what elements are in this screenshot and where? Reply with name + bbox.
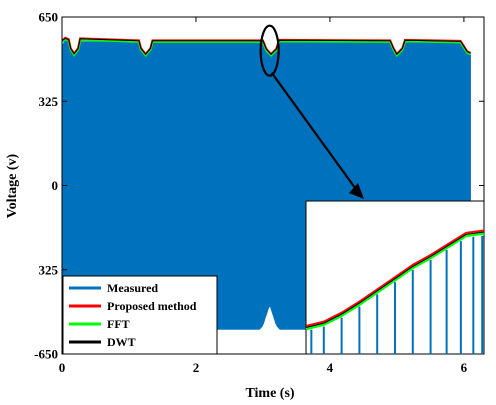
- y-tick-label: 325: [39, 262, 59, 277]
- legend-label: Proposed method: [107, 299, 197, 313]
- legend-label: FFT: [107, 317, 130, 331]
- zoom-arrow-head: [349, 183, 364, 199]
- legend-label: DWT: [107, 335, 136, 349]
- y-tick-label: -650: [34, 347, 58, 362]
- y-axis-label: Voltage (v): [5, 153, 20, 218]
- x-axis-label: Time (s): [245, 386, 294, 401]
- x-tick-label: 2: [193, 360, 200, 375]
- legend-label: Measured: [107, 281, 158, 295]
- zoom-arrow-line: [270, 72, 359, 193]
- x-tick-label: 0: [59, 360, 66, 375]
- y-tick-label: 325: [39, 94, 59, 109]
- dwt-series: [62, 37, 471, 56]
- zoom-region-marker: [259, 24, 280, 77]
- y-tick-label: 650: [39, 10, 59, 25]
- y-tick-label: 0: [52, 178, 59, 193]
- inset-fft-series: [305, 232, 485, 331]
- inset-proposed-method-series: [305, 229, 485, 327]
- x-tick-label: 4: [327, 360, 334, 375]
- x-tick-label: 6: [461, 360, 468, 375]
- inset-dwt-series: [305, 231, 485, 328]
